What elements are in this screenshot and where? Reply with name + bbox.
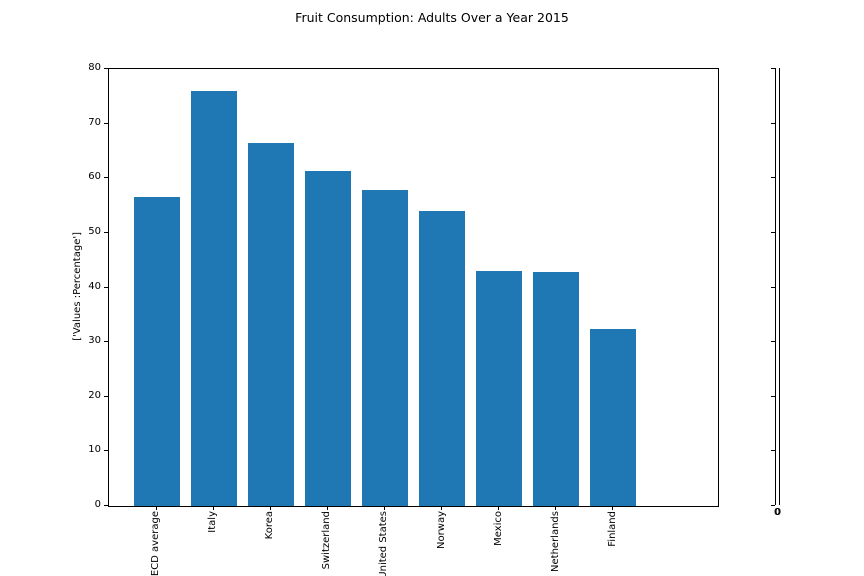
bar bbox=[419, 211, 465, 506]
y-tick bbox=[104, 505, 108, 506]
y-tick bbox=[104, 341, 108, 343]
y-tick-label: 80 bbox=[88, 62, 101, 73]
x-tick bbox=[155, 506, 157, 510]
y-tick bbox=[104, 231, 108, 233]
y-tick bbox=[104, 122, 108, 124]
bar bbox=[191, 90, 237, 506]
secondary-axis-tick bbox=[771, 177, 775, 179]
y-tick-label: 30 bbox=[88, 335, 101, 347]
x-tick bbox=[498, 506, 500, 510]
y-tick bbox=[104, 286, 108, 288]
secondary-axis-tick bbox=[771, 341, 775, 343]
secondary-axis-tick bbox=[771, 231, 775, 233]
y-tick-label: 50 bbox=[88, 225, 101, 237]
plot-area bbox=[108, 68, 719, 507]
bar bbox=[248, 143, 294, 506]
y-tick-label: 10 bbox=[88, 444, 101, 456]
bar bbox=[476, 270, 522, 506]
y-tick-label: 60 bbox=[88, 171, 101, 183]
y-tick-label: 70 bbox=[88, 116, 101, 128]
secondary-axis-tick bbox=[771, 450, 775, 452]
x-tick bbox=[612, 506, 614, 510]
y-tick bbox=[104, 68, 108, 69]
x-tick bbox=[326, 506, 328, 510]
secondary-axis-tick bbox=[771, 505, 775, 506]
secondary-axis-tick bbox=[771, 395, 775, 397]
chart-title: Fruit Consumption: Adults Over a Year 20… bbox=[295, 10, 569, 25]
bar bbox=[305, 171, 351, 506]
x-tick bbox=[383, 506, 385, 510]
secondary-axis-tick-label: 0 bbox=[773, 507, 781, 518]
y-tick-label: 20 bbox=[88, 389, 101, 401]
x-tick bbox=[441, 506, 442, 510]
secondary-axis-tick bbox=[771, 286, 775, 288]
x-tick bbox=[269, 506, 271, 510]
bar bbox=[590, 329, 636, 506]
y-tick-label: 40 bbox=[88, 280, 101, 292]
bar bbox=[533, 271, 579, 506]
x-tick bbox=[555, 506, 557, 510]
y-tick bbox=[104, 450, 108, 452]
y-tick bbox=[104, 395, 108, 397]
y-tick-label: 0 bbox=[94, 499, 101, 510]
secondary-axis bbox=[775, 68, 780, 505]
y-tick bbox=[104, 177, 108, 179]
secondary-axis-tick bbox=[771, 122, 775, 124]
secondary-axis-tick bbox=[771, 68, 775, 69]
bar bbox=[362, 190, 408, 506]
bar bbox=[134, 196, 180, 506]
x-tick bbox=[212, 506, 214, 510]
